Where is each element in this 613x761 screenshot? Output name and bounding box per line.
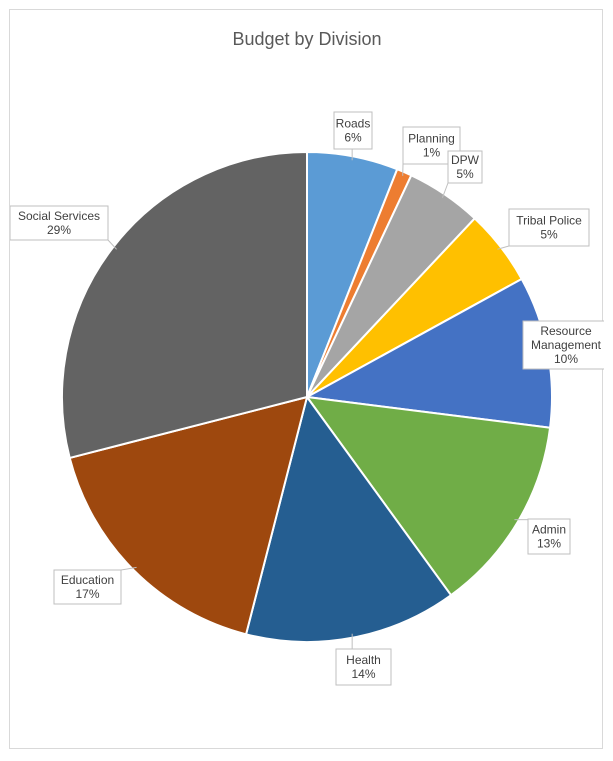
data-label-category: Social Services [18, 209, 100, 223]
data-label-category: DPW [451, 153, 480, 167]
data-label-category: Education [61, 573, 114, 587]
data-label-value: 14% [351, 667, 375, 681]
data-label-value: 10% [554, 352, 578, 366]
data-label-value: 5% [540, 228, 558, 242]
data-label-value: 5% [456, 167, 474, 181]
label-box [527, 518, 571, 555]
label-box [335, 648, 392, 686]
data-label-value: 1% [423, 146, 441, 160]
data-label-category: Tribal Police [516, 214, 582, 228]
data-label-value: 17% [75, 587, 99, 601]
pie-slice-admin [304, 395, 552, 597]
data-label-category: Resource [540, 324, 592, 338]
data-label-category: Management [531, 338, 602, 352]
data-label-category: Health [346, 653, 381, 667]
label-box [447, 150, 483, 184]
pie-slice-education [68, 395, 309, 636]
chart-area: Budget by Division Roads 6% Planning 1% DPW 5… [9, 9, 604, 749]
label-box [522, 320, 604, 370]
label-box [10, 205, 109, 241]
label-box [508, 208, 590, 247]
data-label-value: 29% [47, 223, 71, 237]
label-leader-line [441, 182, 449, 198]
data-label-category: Admin [532, 523, 566, 537]
label-box [333, 111, 373, 150]
pie-slice-social-services [61, 150, 308, 460]
label-leader-line [107, 239, 117, 250]
label-box [53, 569, 122, 605]
label-leader-line [120, 566, 137, 571]
data-label-category: Planning [408, 132, 455, 146]
chart-title: Budget by Division [232, 29, 382, 49]
pie-slice-health [244, 394, 453, 643]
data-label-value: 13% [537, 537, 561, 551]
data-label-category: Roads [336, 117, 371, 131]
data-label-value: 6% [344, 131, 362, 145]
label-leader-line [497, 245, 510, 250]
